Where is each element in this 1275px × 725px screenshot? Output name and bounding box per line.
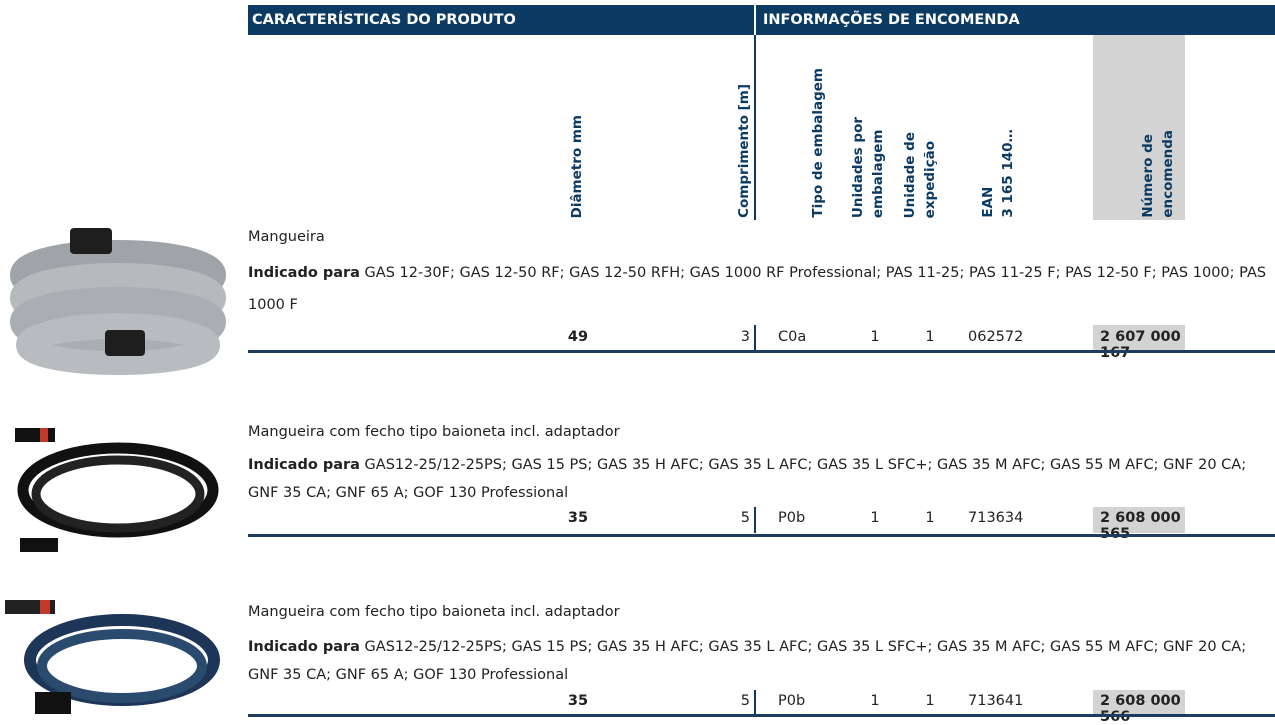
order-col-bg bbox=[1093, 35, 1185, 220]
row-rule bbox=[248, 534, 1275, 537]
length: 5 bbox=[740, 693, 750, 709]
ean: 713634 bbox=[968, 510, 1024, 526]
product-images bbox=[5, 228, 226, 714]
units: 1 bbox=[870, 693, 880, 709]
col-header: Número de encomenda bbox=[1138, 130, 1178, 218]
product-name: Mangueira com fecho tipo baioneta incl. … bbox=[248, 604, 620, 620]
text: encomenda bbox=[1160, 130, 1176, 218]
text: 3 165 140… bbox=[1000, 129, 1016, 218]
col-header: Unidade de expedição bbox=[900, 132, 940, 218]
col-header: Diâmetro mm bbox=[567, 115, 587, 218]
units: 1 bbox=[870, 510, 880, 526]
order-bg bbox=[1093, 507, 1185, 533]
package-type: C0a bbox=[778, 329, 807, 345]
shipping-unit: 1 bbox=[925, 693, 935, 709]
shipping-unit: 1 bbox=[925, 510, 935, 526]
row-rule bbox=[248, 714, 1275, 717]
package-type: P0b bbox=[778, 510, 806, 526]
header-right: INFORMAÇÕES DE ENCOMENDA bbox=[756, 5, 1275, 35]
divider bbox=[754, 35, 756, 220]
compatible: Indicado para GAS 12-30F; GAS 12-50 RF; … bbox=[248, 257, 1275, 321]
col-header: Comprimento [m] bbox=[734, 84, 754, 218]
text: Indicado para bbox=[248, 639, 360, 655]
length: 5 bbox=[740, 510, 750, 526]
compatible: Indicado para GAS12-25/12-25PS; GAS 15 P… bbox=[248, 633, 1275, 689]
units: 1 bbox=[870, 329, 880, 345]
divider bbox=[754, 507, 756, 533]
package-type: P0b bbox=[778, 693, 806, 709]
order-number: 2 608 000 565 bbox=[1100, 510, 1181, 542]
col-header: Unidades por embalagem bbox=[848, 117, 888, 218]
ean: 713641 bbox=[968, 693, 1024, 709]
text: Indicado para bbox=[248, 265, 360, 281]
text: Tipo de embalagem bbox=[810, 68, 826, 218]
order-bg bbox=[1093, 325, 1185, 350]
text: embalagem bbox=[870, 129, 886, 218]
text: Unidade de bbox=[902, 131, 918, 218]
diameter: 49 bbox=[567, 329, 589, 345]
col-header: EAN 3 165 140… bbox=[978, 129, 1018, 218]
col-header: Tipo de embalagem bbox=[808, 68, 828, 218]
text: expedição bbox=[922, 140, 938, 218]
diameter: 35 bbox=[567, 693, 589, 709]
text: Unidades por bbox=[850, 116, 866, 218]
text: Indicado para bbox=[248, 457, 360, 473]
compatible: Indicado para GAS12-25/12-25PS; GAS 15 P… bbox=[248, 451, 1275, 507]
diameter: 35 bbox=[567, 510, 589, 526]
product-name: Mangueira com fecho tipo baioneta incl. … bbox=[248, 424, 620, 440]
text: Número de bbox=[1140, 134, 1156, 218]
text: GAS12-25/12-25PS; GAS 15 PS; GAS 35 H AF… bbox=[248, 639, 1247, 683]
text: GAS12-25/12-25PS; GAS 15 PS; GAS 35 H AF… bbox=[248, 457, 1247, 501]
product-name: Mangueira bbox=[248, 229, 325, 245]
divider bbox=[754, 325, 756, 350]
order-number: 2 608 000 566 bbox=[1100, 693, 1181, 725]
order-number: 2 607 000 167 bbox=[1100, 329, 1181, 361]
row-rule bbox=[248, 350, 1275, 353]
order-bg bbox=[1093, 690, 1185, 714]
text: Comprimento [m] bbox=[736, 84, 752, 218]
shipping-unit: 1 bbox=[925, 329, 935, 345]
header-left: CARACTERÍSTICAS DO PRODUTO bbox=[248, 5, 754, 35]
divider bbox=[754, 690, 756, 714]
text: Diâmetro mm bbox=[569, 114, 585, 218]
text: GAS 12-30F; GAS 12-50 RF; GAS 12-50 RFH;… bbox=[248, 265, 1267, 313]
ean: 062572 bbox=[968, 329, 1024, 345]
length: 3 bbox=[740, 329, 750, 345]
text: EAN bbox=[980, 187, 996, 218]
